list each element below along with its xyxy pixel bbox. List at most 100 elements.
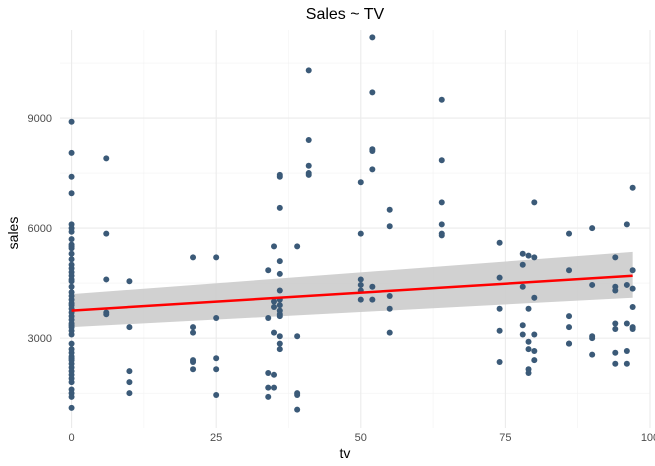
data-point — [126, 390, 133, 397]
data-point — [369, 166, 376, 173]
data-point — [566, 313, 573, 320]
data-point — [589, 225, 596, 232]
data-point — [276, 270, 283, 277]
y-axis-title: sales — [5, 217, 21, 250]
data-point — [386, 223, 393, 230]
data-point — [531, 331, 538, 338]
data-point — [369, 34, 376, 41]
data-point — [294, 333, 301, 340]
data-point — [589, 281, 596, 288]
data-point — [190, 329, 197, 336]
data-point — [629, 184, 636, 191]
x-tick-label: 25 — [210, 432, 222, 444]
data-point — [190, 358, 197, 365]
data-point — [612, 254, 619, 261]
data-point — [68, 149, 75, 156]
data-point — [525, 338, 532, 345]
data-point — [438, 232, 445, 239]
data-point — [531, 347, 538, 354]
data-point — [357, 296, 364, 303]
data-point — [68, 322, 75, 329]
data-point — [629, 325, 636, 332]
data-point — [612, 320, 619, 327]
data-point — [525, 252, 532, 259]
data-point — [531, 294, 538, 301]
x-tick-label: 75 — [499, 432, 511, 444]
data-point — [294, 243, 301, 250]
data-point — [68, 190, 75, 197]
data-point — [271, 243, 278, 250]
data-point — [190, 324, 197, 331]
data-point — [496, 305, 503, 312]
data-point — [629, 303, 636, 310]
data-point — [103, 230, 110, 237]
data-point — [623, 281, 630, 288]
data-point — [357, 230, 364, 237]
data-point — [589, 335, 596, 342]
data-points — [68, 34, 636, 413]
data-point — [126, 324, 133, 331]
chart-title: Sales ~ TV — [306, 6, 385, 23]
data-point — [496, 239, 503, 246]
data-point — [531, 357, 538, 364]
data-point — [369, 283, 376, 290]
data-point — [68, 404, 75, 411]
data-point — [68, 283, 75, 290]
data-point — [68, 256, 75, 263]
data-point — [612, 287, 619, 294]
data-point — [68, 118, 75, 125]
data-point — [496, 327, 503, 334]
data-point — [566, 267, 573, 274]
data-point — [68, 265, 75, 272]
data-point — [386, 305, 393, 312]
data-point — [496, 358, 503, 365]
data-point — [265, 369, 272, 376]
data-point — [276, 258, 283, 265]
data-point — [386, 329, 393, 336]
data-point — [566, 230, 573, 237]
data-point — [629, 285, 636, 292]
confidence-band-layer — [71, 251, 633, 328]
x-tick-label: 50 — [355, 432, 367, 444]
data-point — [68, 340, 75, 347]
data-point — [276, 287, 283, 294]
data-point — [213, 254, 220, 261]
data-point — [276, 204, 283, 211]
grid-lines — [60, 30, 651, 428]
data-point — [213, 391, 220, 398]
y-tick-label: 3000 — [28, 333, 52, 345]
data-point — [276, 302, 283, 309]
data-point — [68, 300, 75, 307]
data-point — [213, 355, 220, 362]
data-point — [190, 254, 197, 261]
data-point — [294, 406, 301, 413]
tick-labels: 0 25 50 75 100 3000 6000 9000 — [28, 113, 655, 444]
data-point — [68, 243, 75, 250]
data-point — [271, 384, 278, 391]
data-point — [103, 276, 110, 283]
data-point — [305, 67, 312, 74]
data-point — [623, 347, 630, 354]
data-point — [519, 331, 526, 338]
data-point — [438, 157, 445, 164]
data-point — [438, 96, 445, 103]
data-point — [531, 199, 538, 206]
data-point — [357, 281, 364, 288]
data-point — [566, 324, 573, 331]
data-point — [386, 206, 393, 213]
data-point — [629, 267, 636, 274]
data-point — [519, 261, 526, 268]
data-point — [103, 155, 110, 162]
y-tick-label: 6000 — [28, 223, 52, 235]
data-point — [369, 148, 376, 155]
x-axis-title: tv — [340, 445, 351, 461]
data-point — [271, 329, 278, 336]
data-point — [68, 276, 75, 283]
data-point — [271, 371, 278, 378]
data-point — [276, 346, 283, 353]
data-point — [126, 379, 133, 386]
data-point — [213, 314, 220, 321]
data-point — [623, 221, 630, 228]
data-point — [305, 162, 312, 169]
